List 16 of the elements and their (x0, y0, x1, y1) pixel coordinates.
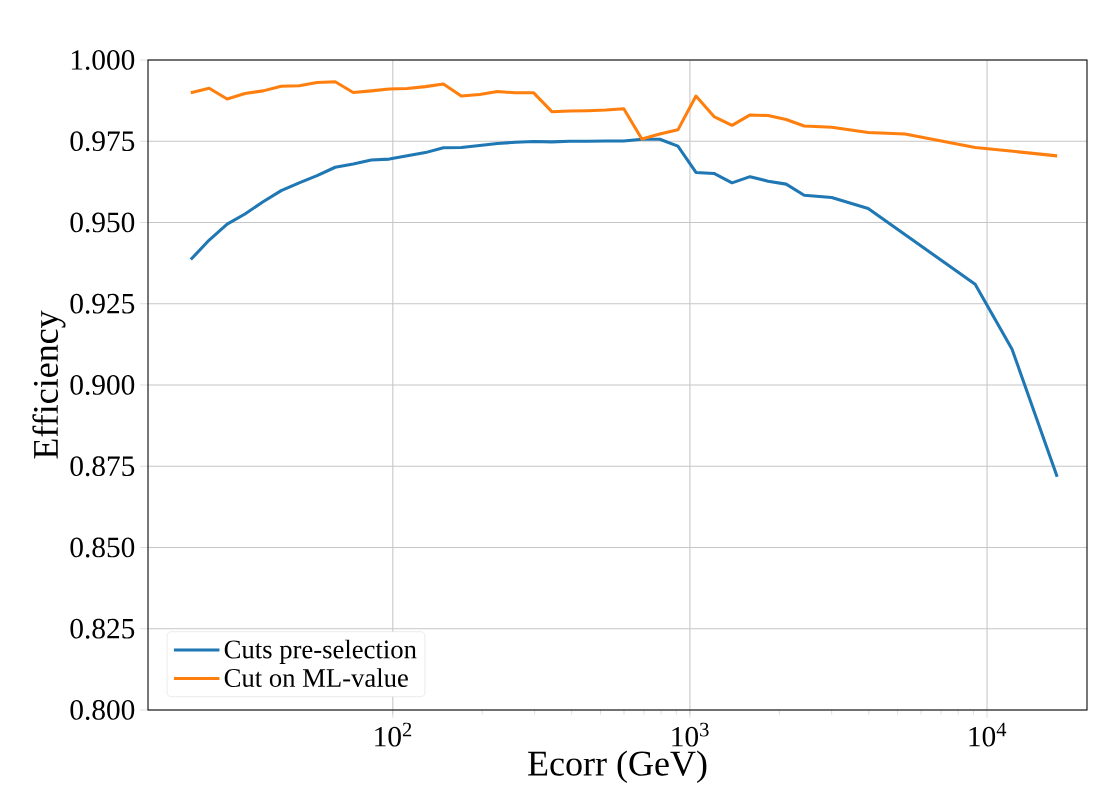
y-tick-label: 1.000 (71, 50, 135, 70)
x-tick-label: 10$^{2}$ (375, 722, 412, 747)
x-tick-label: 10$^{3}$ (672, 722, 709, 747)
y-tick-label: 0.825 (70, 618, 135, 639)
x-tick-label: 10$^{4}$ (969, 722, 1007, 747)
y-tick-label: 0.900 (70, 375, 135, 395)
y-tick-label: 0.875 (70, 456, 135, 477)
y-tick-label: 0.925 (70, 293, 135, 314)
legend-label: Cut on ML-value (224, 668, 408, 687)
y-tick-label: 0.850 (70, 537, 135, 558)
x-axis-title: Ecorr (GeV) (528, 750, 707, 784)
y-tick-label: 0.800 (70, 700, 135, 720)
y-tick-label: 0.950 (70, 212, 135, 233)
y-axis-title: Efficiency (32, 310, 66, 459)
legend-label: Cuts pre-selection (224, 639, 417, 664)
y-tick-label: 0.975 (70, 131, 135, 152)
